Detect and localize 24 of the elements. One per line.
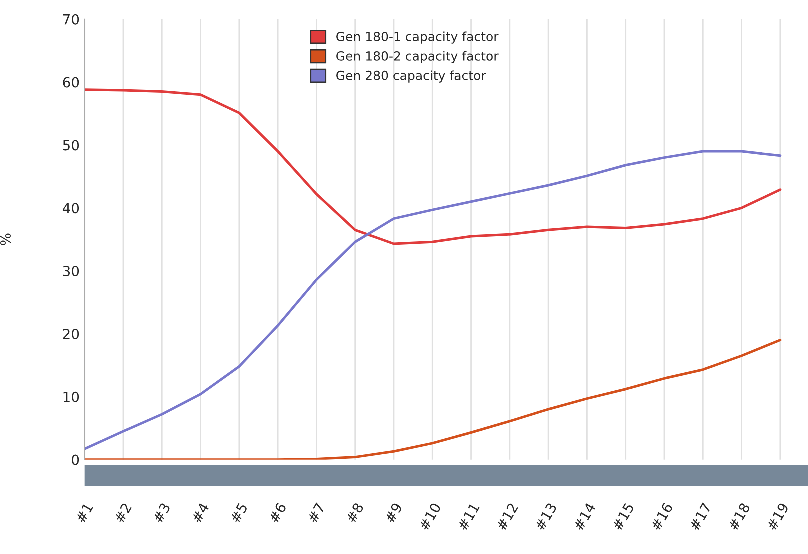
x-tick-label: #3 (152, 502, 171, 524)
line-series (84, 150, 782, 450)
x-tick-label: #8 (346, 502, 364, 524)
line-series (84, 339, 782, 460)
x-tick-label: #7 (307, 502, 326, 524)
y-tick-label: 60 (63, 77, 80, 88)
x-tick-label: #1 (76, 502, 94, 524)
x-tick-label: #9 (384, 502, 403, 524)
legend-label: Gen 180-1 capacity factor (336, 32, 499, 44)
y-tick-label: 20 (63, 328, 80, 340)
y-tick-label: 40 (62, 203, 80, 214)
y-tick-label: 30 (63, 266, 80, 277)
x-tick-label: #5 (230, 502, 248, 524)
legend-label: Gen 180-2 capacity factor (336, 51, 499, 64)
y-tick-label: 0 (72, 454, 80, 466)
legend-label: Gen 280 capacity factor (336, 70, 486, 83)
x-tick-label: #2 (114, 502, 132, 524)
y-tick-label: 10 (64, 392, 80, 402)
line-series (84, 88, 782, 246)
y-tick-label: 70 (63, 14, 80, 25)
x-tick-label: #4 (191, 502, 210, 524)
y-tick-label: 50 (63, 140, 80, 151)
x-tick-label: #6 (268, 502, 287, 524)
y-axis-title: % (0, 234, 12, 246)
